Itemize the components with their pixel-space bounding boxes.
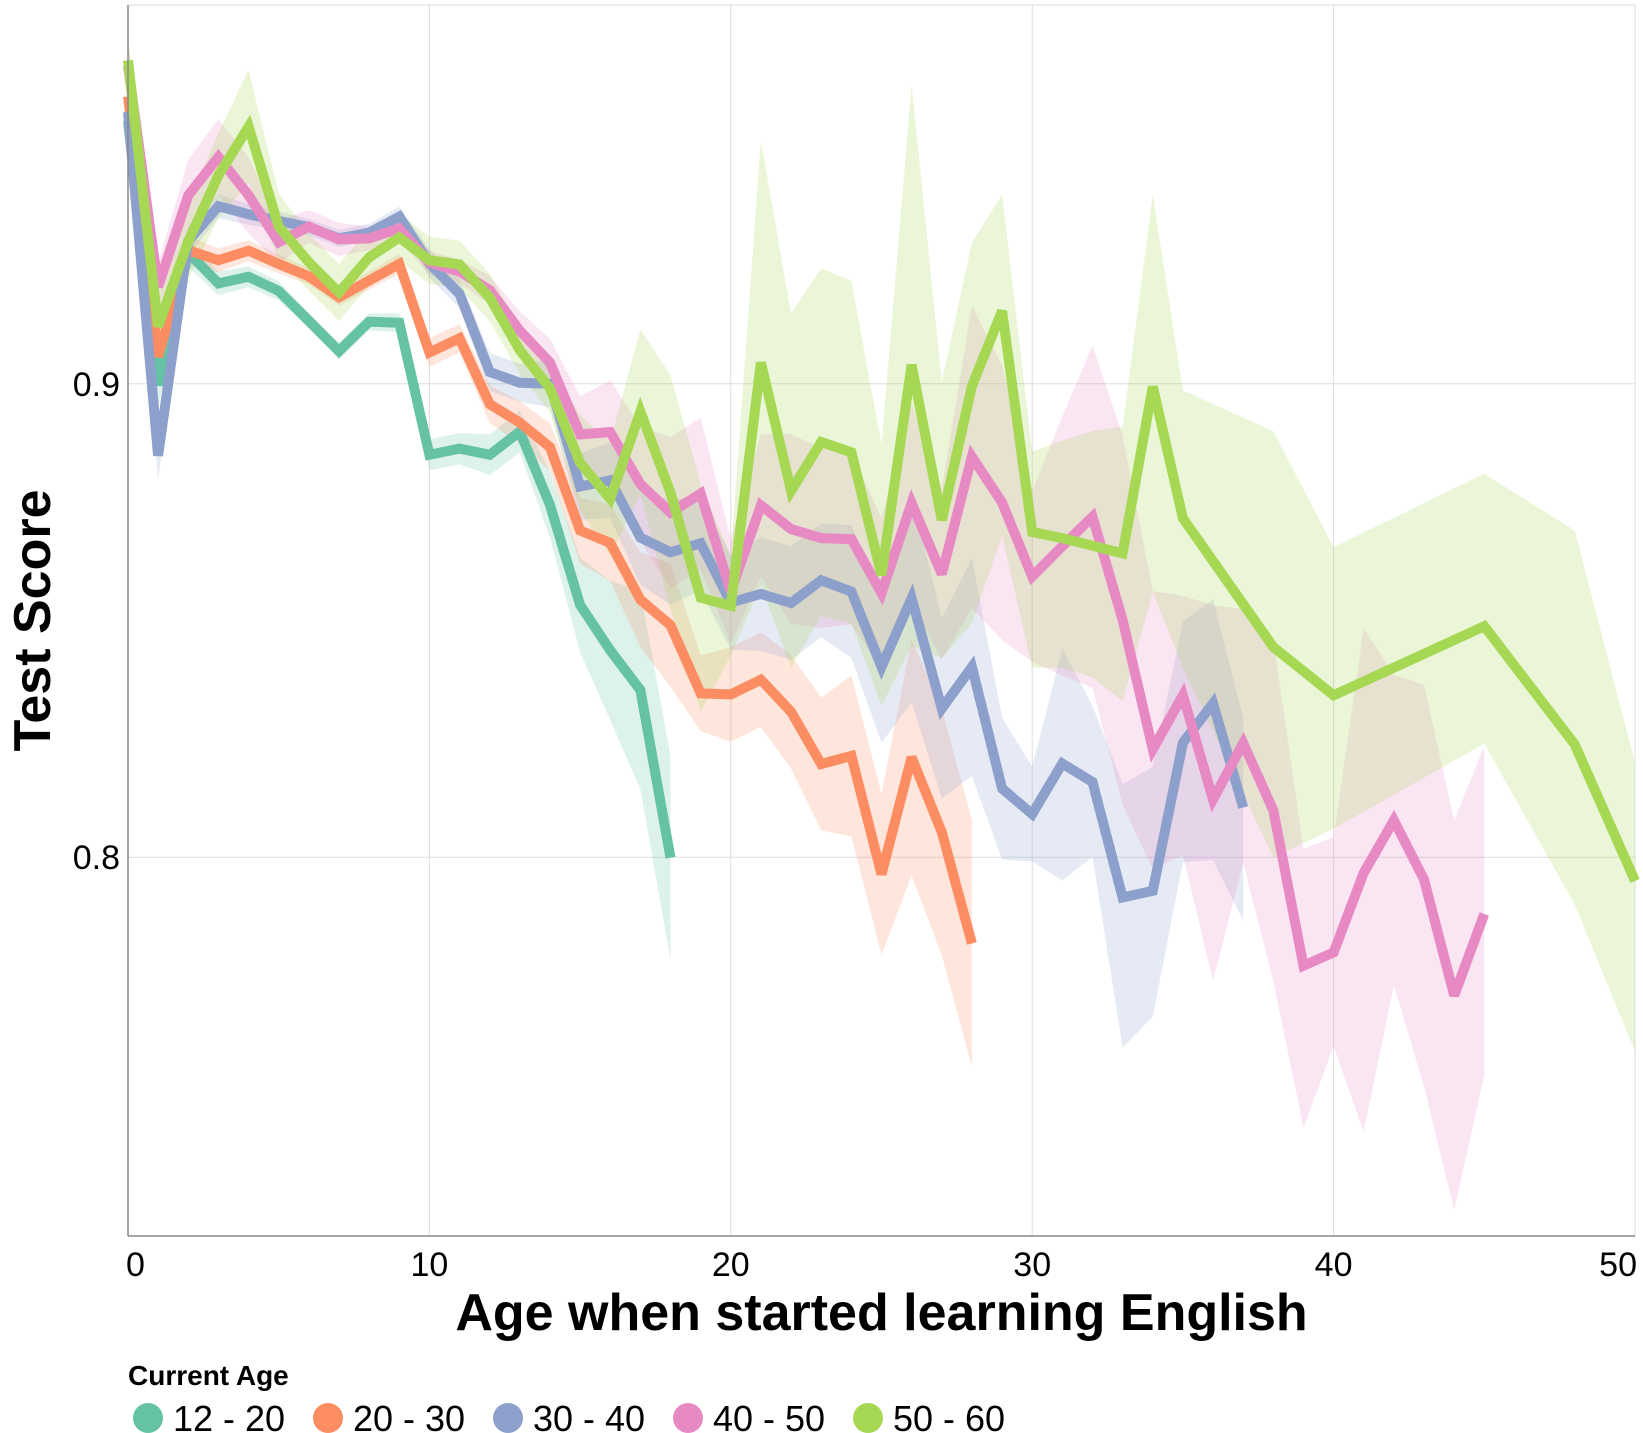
legend-label: 40 - 50 [713,1398,825,1433]
x-tick-label: 20 [712,1246,750,1284]
gridlines [127,4,1636,1237]
x-tick-label: 40 [1315,1246,1353,1284]
legend-item-12-20: 12 - 20 [133,1398,285,1433]
legend-item-20-30: 20 - 30 [313,1398,465,1433]
series-lines [123,59,1640,998]
plot-area [127,4,1636,1237]
legend-item-40-50: 40 - 50 [673,1398,825,1433]
line-20-30 [123,95,977,945]
legend-swatch [853,1403,883,1433]
x-tick-label: 0 [126,1246,145,1284]
line-40-50 [123,64,1489,998]
y-tick-label: 0.8 [73,839,120,877]
x-axis-title: Age when started learning English [455,1284,1307,1342]
legend-label: 20 - 30 [353,1398,465,1433]
legend-items: 12 - 20 20 - 30 30 - 40 40 - 50 50 - 60 [133,1398,1005,1433]
legend: Current Age 12 - 20 20 - 30 30 - 40 40 - 50… [128,1360,1005,1433]
line-12-20 [123,120,676,859]
y-tick-labels: 0.8 0.9 [73,366,120,877]
legend-item-30-40: 30 - 40 [493,1398,645,1433]
legend-title: Current Age [128,1360,289,1391]
legend-label: 50 - 60 [893,1398,1005,1433]
x-tick-labels: 0 10 20 30 40 50 [126,1246,1637,1284]
x-tick-label: 50 [1599,1246,1637,1284]
legend-label: 12 - 20 [173,1398,285,1433]
legend-label: 30 - 40 [533,1398,645,1433]
legend-swatch [673,1403,703,1433]
legend-swatch [313,1403,343,1433]
y-axis-title: Test Score [4,489,62,751]
legend-item-50-60: 50 - 60 [853,1398,1005,1433]
legend-swatch [133,1403,163,1433]
band-30-40 [128,88,1244,1048]
y-tick-label: 0.9 [73,366,120,404]
x-tick-label: 30 [1013,1246,1051,1284]
axes [127,5,1635,1237]
band-40-50 [128,41,1485,1210]
x-tick-label: 10 [410,1246,448,1284]
line-50-60 [123,59,1640,883]
legend-swatch [493,1403,523,1433]
